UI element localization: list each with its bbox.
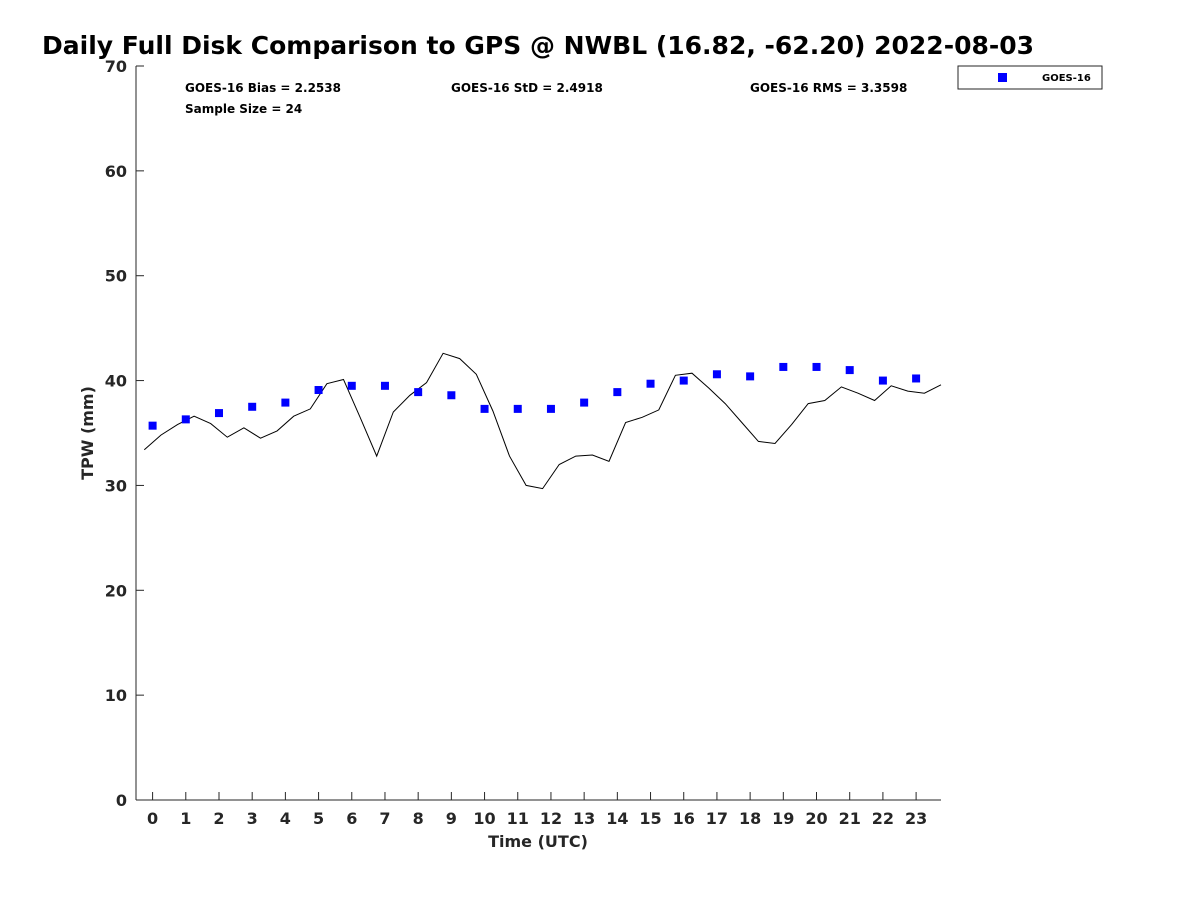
y-tick-label: 10 xyxy=(105,686,127,705)
legend-marker-square xyxy=(998,73,1007,82)
goes16-data-point xyxy=(513,404,522,413)
goes16-data-point xyxy=(845,366,854,375)
x-tick-label: 0 xyxy=(147,809,158,828)
y-axis-ticks: 0 10 20 30 40 50 60 70 xyxy=(105,57,144,810)
goes16-data-point xyxy=(912,374,921,383)
goes16-data-point xyxy=(314,386,323,395)
x-tick-label: 9 xyxy=(446,809,457,828)
x-tick-label: 21 xyxy=(839,809,861,828)
goes16-data-point xyxy=(779,362,788,371)
x-tick-label: 18 xyxy=(739,809,761,828)
x-tick-label: 7 xyxy=(379,809,390,828)
chart-title: Daily Full Disk Comparison to GPS @ NWBL… xyxy=(42,31,1034,60)
goes16-data-point xyxy=(712,370,721,379)
goes16-data-point xyxy=(281,398,290,407)
x-tick-label: 1 xyxy=(180,809,191,828)
x-tick-label: 20 xyxy=(805,809,827,828)
y-tick-label: 20 xyxy=(105,581,127,600)
y-tick-label: 60 xyxy=(105,162,127,181)
x-tick-label: 19 xyxy=(772,809,794,828)
y-tick-label: 40 xyxy=(105,372,127,391)
goes16-data-point xyxy=(181,415,190,424)
goes16-data-point xyxy=(679,376,688,385)
goes16-data-point xyxy=(414,388,423,397)
x-tick-label: 5 xyxy=(313,809,324,828)
x-axis-ticks: 0 1 2 3 4 5 6 7 8 9 10 11 12 13 14 15 16 17 18 19 20 21 22 23 xyxy=(147,792,927,828)
goes16-scatter-series xyxy=(148,362,921,430)
x-tick-label: 2 xyxy=(213,809,224,828)
goes16-data-point xyxy=(878,376,887,385)
x-tick-label: 8 xyxy=(413,809,424,828)
x-tick-label: 11 xyxy=(507,809,529,828)
goes16-data-point xyxy=(480,404,489,413)
x-tick-label: 4 xyxy=(280,809,291,828)
x-axis-label: Time (UTC) xyxy=(488,832,588,851)
goes16-data-point xyxy=(546,404,555,413)
x-tick-label: 17 xyxy=(706,809,728,828)
legend-box xyxy=(957,65,1103,90)
x-tick-label: 13 xyxy=(573,809,595,828)
y-tick-label: 30 xyxy=(105,476,127,495)
goes16-data-point xyxy=(148,421,157,430)
rms-stat: GOES-16 RMS = 3.3598 xyxy=(750,81,907,95)
y-tick-label: 50 xyxy=(105,267,127,286)
x-tick-label: 10 xyxy=(473,809,495,828)
bias-stat: GOES-16 Bias = 2.2538 xyxy=(185,81,341,95)
y-axis-label: TPW (mm) xyxy=(78,386,97,480)
x-tick-label: 3 xyxy=(247,809,258,828)
x-tick-label: 14 xyxy=(606,809,628,828)
x-tick-label: 23 xyxy=(905,809,927,828)
goes16-data-point xyxy=(214,409,223,418)
goes16-data-point xyxy=(347,381,356,390)
plot-area xyxy=(136,66,941,800)
x-tick-label: 6 xyxy=(346,809,357,828)
y-tick-label: 0 xyxy=(116,791,127,810)
y-tick-label: 70 xyxy=(105,57,127,76)
goes16-data-point xyxy=(380,381,389,390)
goes16-data-point xyxy=(580,398,589,407)
goes16-data-point xyxy=(248,402,257,411)
x-tick-label: 22 xyxy=(872,809,894,828)
sample-size-stat: Sample Size = 24 xyxy=(185,102,302,116)
goes16-data-point xyxy=(812,362,821,371)
goes16-data-point xyxy=(646,379,655,388)
x-tick-label: 15 xyxy=(639,809,661,828)
x-tick-label: 16 xyxy=(673,809,695,828)
legend-label: GOES-16 xyxy=(1042,73,1091,84)
goes16-data-point xyxy=(613,388,622,397)
std-stat: GOES-16 StD = 2.4918 xyxy=(451,81,603,95)
gps-line-series xyxy=(143,352,942,490)
goes16-data-point xyxy=(447,391,456,400)
goes16-data-point xyxy=(746,372,755,381)
legend: GOES-16 xyxy=(957,65,1103,90)
gps-tpw-line xyxy=(143,352,942,490)
x-tick-label: 12 xyxy=(540,809,562,828)
